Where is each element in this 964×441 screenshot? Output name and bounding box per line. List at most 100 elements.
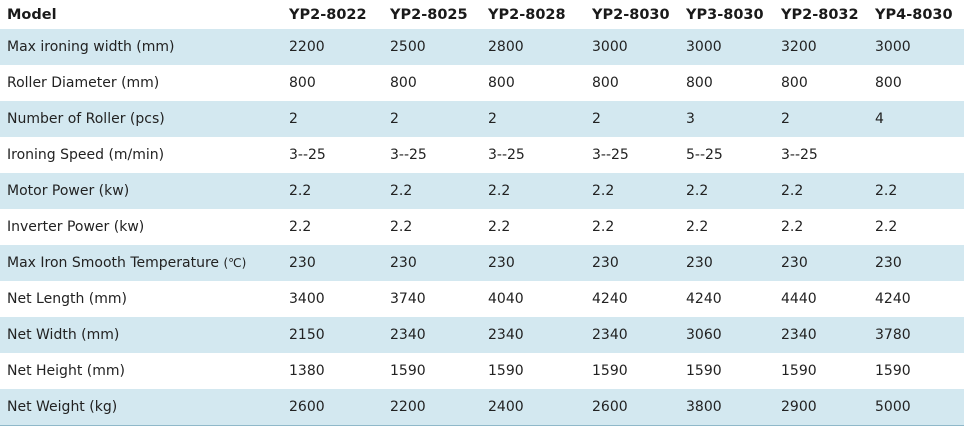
header-yp4-8030: YP4-8030 bbox=[875, 6, 953, 23]
table-cell: 2 bbox=[289, 111, 298, 127]
table-cell: 2.2 bbox=[686, 219, 709, 235]
table-cell: 2800 bbox=[488, 39, 524, 55]
table-cell: 2 bbox=[592, 111, 601, 127]
row-label-text: Ironing Speed (m/min) bbox=[7, 147, 165, 163]
table-cell: 3800 bbox=[686, 398, 722, 415]
table-cell: 230 bbox=[592, 255, 619, 271]
table-cell: 230 bbox=[289, 255, 316, 271]
row-label-text: Inverter Power (kw) bbox=[7, 219, 145, 235]
table-cell: 1590 bbox=[592, 363, 628, 379]
table-cell: 3200 bbox=[781, 39, 817, 55]
table-cell: 2.2 bbox=[289, 183, 312, 199]
table-cell: 1590 bbox=[781, 363, 817, 379]
table-cell: 2 bbox=[390, 111, 399, 127]
table-cell: 800 bbox=[488, 75, 515, 91]
row-label-text: Max Iron Smooth Temperature bbox=[7, 255, 220, 271]
table-cell: 4040 bbox=[488, 291, 524, 307]
table-cell: 4240 bbox=[686, 291, 722, 307]
table-cell: 2340 bbox=[390, 327, 426, 343]
row-label: Roller Diameter (mm) bbox=[0, 65, 282, 101]
table-cell: 2340 bbox=[488, 327, 524, 343]
header-yp3-8030: YP3-8030 bbox=[686, 6, 764, 23]
row-label-text: Max ironing width (mm) bbox=[7, 39, 175, 55]
row-label-text: Number of Roller (pcs) bbox=[7, 111, 165, 127]
table-cell: 2340 bbox=[781, 327, 817, 343]
header-yp2-8032: YP2-8032 bbox=[781, 6, 859, 23]
table-cell: 3--25 bbox=[488, 147, 525, 163]
row-label-text: Net Weight (kg) bbox=[7, 398, 118, 415]
table-cell: 3000 bbox=[592, 39, 628, 55]
table-cell: 2.2 bbox=[390, 183, 413, 199]
table-cell: 230 bbox=[781, 255, 808, 271]
spec-table: Model YP2-8022 YP2-8025 YP2-8028 YP2-803… bbox=[0, 0, 964, 425]
table-row: Net Height (mm) 1380 1590 1590 1590 1590 1590 1… bbox=[0, 353, 964, 389]
table-cell: 2.2 bbox=[592, 219, 615, 235]
row-label: Max ironing width (mm) bbox=[0, 29, 282, 65]
header-yp2-8028: YP2-8028 bbox=[488, 6, 566, 23]
row-label: Ironing Speed (m/min) bbox=[0, 137, 282, 173]
table-cell: 2.2 bbox=[390, 219, 413, 235]
table-row: Ironing Speed (m/min) 3--25 3--25 3--25 3--2… bbox=[0, 137, 964, 173]
table-cell: 1590 bbox=[875, 363, 911, 379]
row-label-text: Net Width (mm) bbox=[7, 327, 120, 343]
table-row: Motor Power (kw) 2.2 2.2 2.2 2.2 2.2 2.2 2.2 bbox=[0, 173, 964, 209]
table-cell: 2 bbox=[488, 111, 497, 127]
table-cell: 2.2 bbox=[781, 219, 804, 235]
table-cell: 3000 bbox=[875, 39, 911, 55]
row-label: Net Length (mm) bbox=[0, 281, 282, 317]
table-row: Max Iron Smooth Temperature (℃) 230 230 230… bbox=[0, 245, 964, 281]
row-label-text: Net Length (mm) bbox=[7, 291, 127, 307]
row-label-text: Net Height (mm) bbox=[7, 363, 125, 379]
row-label: Motor Power (kw) bbox=[0, 173, 282, 209]
table-row: Net Width (mm) 2150 2340 2340 2340 3060 2340 37… bbox=[0, 317, 964, 353]
table-cell: 2600 bbox=[592, 398, 628, 415]
row-label: Max Iron Smooth Temperature (℃) bbox=[0, 245, 282, 281]
table-cell: 230 bbox=[488, 255, 515, 271]
table-cell: 3060 bbox=[686, 327, 722, 343]
table-row: Net Weight (kg) 2600 2200 2400 2600 3800 2900 5… bbox=[0, 389, 964, 425]
table-cell: 3--25 bbox=[781, 147, 818, 163]
table-cell: 5--25 bbox=[686, 147, 723, 163]
table-cell: 2.2 bbox=[875, 183, 898, 199]
header-yp2-8030: YP2-8030 bbox=[592, 6, 670, 23]
table-cell: 4240 bbox=[592, 291, 628, 307]
row-label-unit: (℃) bbox=[223, 256, 247, 270]
table-cell: 3400 bbox=[289, 291, 325, 307]
header-row: Model YP2-8022 YP2-8025 YP2-8028 YP2-803… bbox=[0, 0, 964, 29]
table-cell: 2 bbox=[781, 111, 790, 127]
table-cell: 4240 bbox=[875, 291, 911, 307]
table-cell: 2.2 bbox=[488, 219, 511, 235]
table-cell: 2340 bbox=[592, 327, 628, 343]
table-cell: 230 bbox=[390, 255, 417, 271]
table-cell: 2200 bbox=[390, 398, 426, 415]
table-cell: 3780 bbox=[875, 327, 911, 343]
table-cell: 230 bbox=[686, 255, 713, 271]
table-cell: 800 bbox=[781, 75, 808, 91]
table-cell: 1380 bbox=[289, 363, 325, 379]
table-cell: 800 bbox=[289, 75, 316, 91]
row-label: Net Height (mm) bbox=[0, 353, 282, 389]
table-cell bbox=[868, 137, 964, 173]
table-cell: 3--25 bbox=[592, 147, 629, 163]
header-yp2-8022: YP2-8022 bbox=[289, 6, 367, 23]
table-cell: 3--25 bbox=[390, 147, 427, 163]
table-row: Number of Roller (pcs) 2 2 2 2 3 2 4 bbox=[0, 101, 964, 137]
table-cell: 2600 bbox=[289, 398, 325, 415]
table-cell: 800 bbox=[875, 75, 902, 91]
header-yp2-8025: YP2-8025 bbox=[390, 6, 468, 23]
table-cell: 2.2 bbox=[592, 183, 615, 199]
table-cell: 4440 bbox=[781, 291, 817, 307]
table-cell: 2.2 bbox=[686, 183, 709, 199]
table-cell: 2150 bbox=[289, 327, 325, 343]
table-cell: 2.2 bbox=[488, 183, 511, 199]
table-cell: 1590 bbox=[686, 363, 722, 379]
table-cell: 230 bbox=[875, 255, 902, 271]
table-cell: 1590 bbox=[488, 363, 524, 379]
row-label-text: Roller Diameter (mm) bbox=[7, 75, 160, 91]
table-cell: 2900 bbox=[781, 398, 817, 415]
table-cell: 2500 bbox=[390, 39, 426, 55]
row-label: Net Weight (kg) bbox=[0, 389, 282, 425]
header-model: Model bbox=[7, 6, 57, 23]
table-cell: 2.2 bbox=[875, 219, 898, 235]
row-label: Number of Roller (pcs) bbox=[0, 101, 282, 137]
